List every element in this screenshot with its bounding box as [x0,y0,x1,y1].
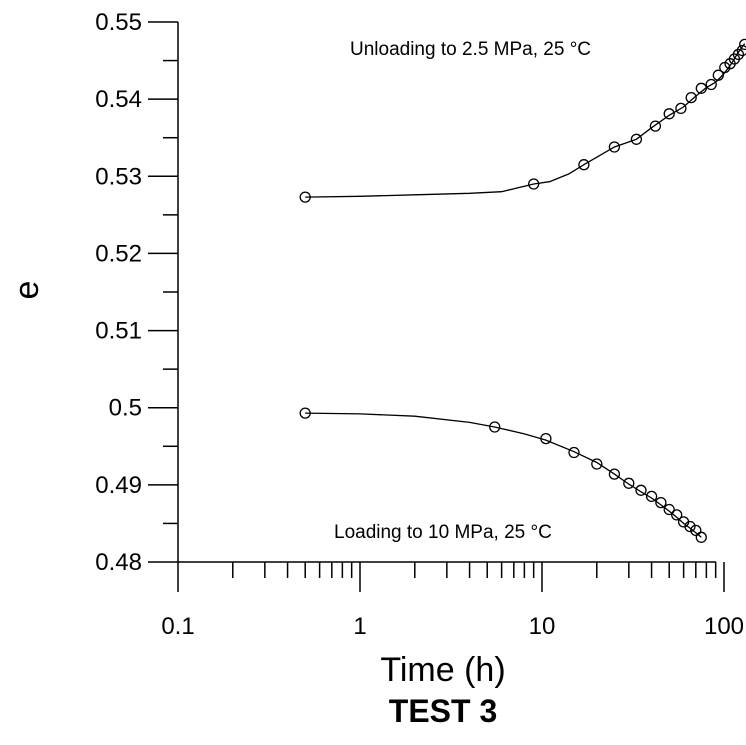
data-point [663,503,675,516]
x-axis-title: Time (h) [380,651,505,689]
data-point [739,38,746,51]
data-point [608,141,621,153]
series-line [305,412,702,538]
x-tick-label: 100 [704,613,744,640]
data-point [736,44,746,57]
data-point [540,432,552,445]
data-point [690,524,702,537]
data-point [655,496,667,509]
data-point [528,178,540,190]
data-point [299,191,311,203]
data-point [675,102,687,115]
data-point [663,108,675,120]
series-1 [299,407,707,543]
data-point [578,159,590,171]
data-point [630,133,643,145]
loading-annotation: Loading to 10 MPa, 25 °C [334,522,552,543]
series-layer [299,38,746,543]
data-point [695,82,707,94]
data-point [623,477,635,489]
unloading-annotation: Unloading to 2.5 MPa, 25 °C [350,39,591,60]
data-point [591,458,603,470]
y-axis-title: e [8,281,46,300]
tick-labels: 0.48 0.49 0.5 0.51 0.52 0.53 0.54 0.55 0.1 1 10 100 [95,9,744,640]
x-tick-label: 10 [529,613,556,640]
ticks [148,21,725,592]
x-tick-label: 1 [353,613,366,640]
y-tick-label: 0.52 [95,240,142,267]
x-tick-label: 0.1 [161,613,194,640]
data-point [732,48,745,61]
series-line [305,43,746,198]
data-point [608,468,621,480]
data-point [299,407,311,419]
data-point [685,91,697,104]
chart-caption: TEST 3 [389,693,497,729]
y-tick-label: 0.51 [95,318,142,345]
data-point [671,509,683,521]
y-tick-label: 0.55 [95,9,142,36]
y-tick-label: 0.48 [95,549,142,576]
data-point [645,490,658,503]
data-point [635,484,647,496]
data-point [649,120,662,132]
data-point [684,520,696,533]
y-tick-label: 0.54 [95,86,142,113]
data-point [705,78,717,91]
data-point [695,531,707,543]
data-point [489,421,501,433]
axes [177,22,716,563]
series-0 [299,38,746,203]
y-tick-label: 0.53 [95,163,142,190]
data-point [712,69,724,81]
y-tick-label: 0.49 [95,472,142,499]
y-tick-label: 0.5 [109,395,142,422]
data-point [568,446,580,459]
